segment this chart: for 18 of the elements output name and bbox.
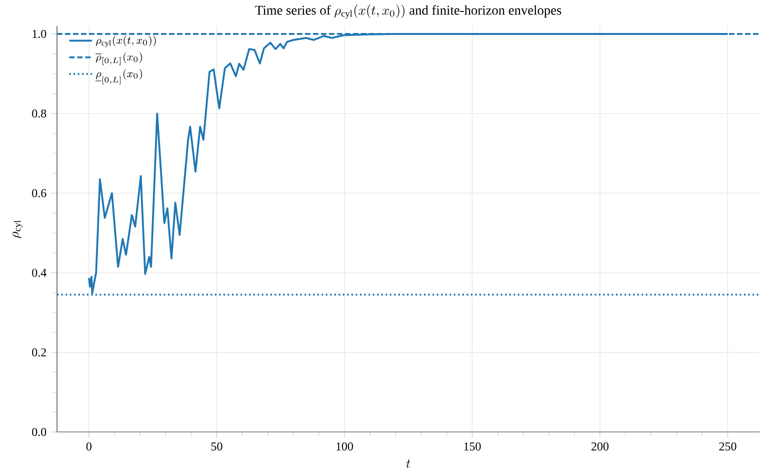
x-tick-label: 200 bbox=[591, 442, 609, 450]
y-axis-title: $\rho_{\mathrm{cyl}}$ bbox=[12, 220, 22, 238]
x-tick-label: 100 bbox=[336, 442, 353, 450]
x-axis-title: $t$ bbox=[406, 459, 410, 468]
x-tick-label: 250 bbox=[719, 442, 736, 450]
chart-title: $\mbox{Time series of }\rho_{\mathrm{cyl}}(x(t,x_0))\mbox{ and finite-horizon envelopes}$ bbox=[255, 4, 562, 19]
x-tick-label: 50 bbox=[211, 442, 222, 450]
y-tick-label: 0.4 bbox=[32, 268, 46, 277]
legend-label: $\underline{\rho}_{[0,L]}(x_0)$ bbox=[96, 68, 142, 84]
y-tick-label: 0.0 bbox=[32, 428, 46, 436]
legend-label: $\overline{\rho}_{[0,L]}(x_0)$ bbox=[96, 52, 142, 66]
legend-label: $\rho_{\mathrm{cyl}}(x(t,x_0))$ bbox=[96, 36, 156, 48]
x-tick-label: 0 bbox=[86, 442, 92, 450]
x-tick-label: 150 bbox=[464, 442, 481, 450]
y-tick-label: 0.8 bbox=[32, 109, 46, 118]
y-tick-label: 0.6 bbox=[32, 189, 46, 198]
y-tick-label: 0.2 bbox=[32, 348, 46, 356]
y-tick-label: 1.0 bbox=[32, 30, 46, 38]
